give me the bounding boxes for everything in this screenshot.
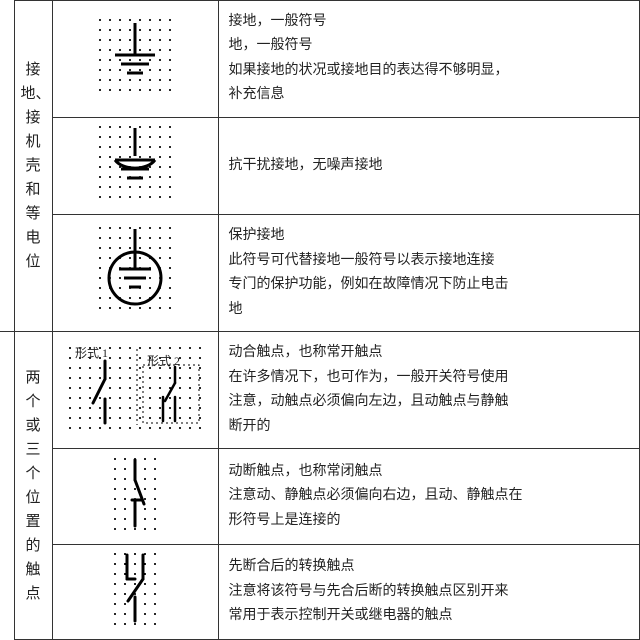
desc-line: 注意，动触点必须偏向左边，且动触点与静触 [229, 390, 632, 415]
desc-line: 接地，一般符号 [229, 10, 632, 35]
category-label: 两个或三个位置的触点 [25, 370, 40, 602]
desc-cell: 抗干扰接地，无噪声接地 [218, 117, 640, 214]
symbol-cell-ground-general [52, 1, 218, 118]
desc-line: 补充信息 [229, 83, 632, 108]
desc-cell: 接地，一般符号 地，一般符号 如果接地的状况或接地目的表达得不够明显， 补充信息 [218, 1, 640, 118]
table-row: 保护接地 此符号可代替接地一般符号以表示接地连接 专门的保护功能，例如在故障情况… [0, 215, 640, 332]
desc-line: 动合触点，也称常开触点 [229, 341, 632, 366]
table-row: 抗干扰接地，无噪声接地 [0, 117, 640, 214]
desc-cell: 动断触点，也称常闭触点 注意动、静触点必须偏向右边，且动、静触点在 形符号上是连… [218, 449, 640, 544]
desc-line: 先断合后的转换触点 [229, 555, 632, 580]
category-cell-grounding: 接地、接机壳和等电位 [14, 1, 52, 332]
table-row: 动断触点，也称常闭触点 注意动、静触点必须偏向右边，且动、静触点在 形符号上是连… [0, 449, 640, 544]
desc-line: 断开的 [229, 415, 632, 440]
table-row: 接地、接机壳和等电位 接地，一般符号 地，一般符号 如果接地的状况或接地目的表达… [0, 1, 640, 118]
desc-line: 形符号上是连接的 [229, 509, 632, 534]
desc-line: 保护接地 [229, 224, 632, 249]
symbol-cell-protective-ground [52, 215, 218, 332]
desc-line: 此符号可代替接地一般符号以表示接地连接 [229, 249, 632, 274]
desc-line: 专门的保护功能，例如在故障情况下防止电击 [229, 273, 632, 298]
category-label: 接地、接机壳和等电位 [21, 62, 51, 270]
desc-line: 地，一般符号 [229, 34, 632, 59]
desc-line: 动断触点，也称常闭触点 [229, 460, 632, 485]
desc-cell: 保护接地 此符号可代替接地一般符号以表示接地连接 专门的保护功能，例如在故障情况… [218, 215, 640, 332]
desc-cell: 先断合后的转换触点 注意将该符号与先合后断的转换触点区别开来 常用于表示控制开关… [218, 544, 640, 639]
desc-line: 注意将该符号与先合后断的转换触点区别开来 [229, 580, 632, 605]
symbol-cell-nc-contact [52, 449, 218, 544]
normally-open-contact-symbol: 形式 1 形式 2 [65, 343, 205, 429]
desc-line: 抗干扰接地，无噪声接地 [229, 154, 632, 179]
ground-symbol-general [95, 15, 175, 93]
desc-line: 地 [229, 298, 632, 323]
protective-ground-symbol [95, 223, 175, 315]
normally-closed-contact-symbol [110, 454, 160, 530]
symbol-table: 接地、接机壳和等电位 接地，一般符号 地，一般符号 如果接地的状况或接地目的表达… [0, 0, 640, 640]
desc-cell: 动合触点，也称常开触点 在许多情况下，也可作为，一般开关符号使用 注意，动触点必… [218, 332, 640, 449]
table-row: 先断合后的转换触点 注意将该符号与先合后断的转换触点区别开来 常用于表示控制开关… [0, 544, 640, 639]
symbol-cell-changeover-contact [52, 544, 218, 639]
outer-side-cell [0, 332, 14, 640]
desc-line: 在许多情况下，也可作为，一般开关符号使用 [229, 366, 632, 391]
symbol-cell-no-contact: 形式 1 形式 2 [52, 332, 218, 449]
changeover-contact-symbol [110, 549, 160, 625]
category-cell-contacts: 两个或三个位置的触点 [14, 332, 52, 640]
desc-line: 常用于表示控制开关或继电器的触点 [229, 604, 632, 629]
noiseless-ground-symbol [95, 122, 175, 200]
symbol-cell-noiseless-ground [52, 117, 218, 214]
symbol-table-page: 接地、接机壳和等电位 接地，一般符号 地，一般符号 如果接地的状况或接地目的表达… [0, 0, 640, 640]
desc-line: 如果接地的状况或接地目的表达得不够明显， [229, 59, 632, 84]
outer-side-cell [0, 1, 14, 332]
table-row: 两个或三个位置的触点 形式 1 形式 2 [0, 332, 640, 449]
desc-line: 注意动、静触点必须偏向右边，且动、静触点在 [229, 484, 632, 509]
